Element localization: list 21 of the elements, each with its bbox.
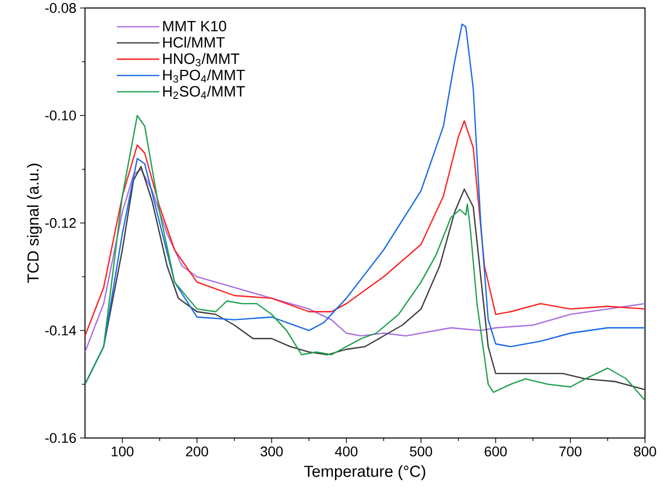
x-tick-label: 800 [634, 446, 656, 456]
legend-label: H$_{3}$PO$_{4}$/MMT [163, 69, 245, 83]
y-tick-label: -0.12 [45, 218, 76, 228]
legend-label: MMT K10 [163, 20, 226, 32]
x-tick-label: 400 [335, 446, 358, 456]
legend-label: H$_{2}$SO$_{4}$/MMT [163, 86, 245, 99]
x-tick-label: 300 [260, 446, 283, 456]
x-tick-label: 700 [559, 446, 582, 456]
y-tick-label: -0.14 [45, 326, 76, 336]
x-tick-label: 600 [484, 446, 507, 456]
x-axis-title: Temperature (°C) [304, 465, 426, 480]
y-tick-label: -0.08 [45, 3, 76, 13]
line-series [85, 120, 646, 337]
x-tick-label: 500 [410, 446, 432, 456]
x-tick-label: 200 [186, 446, 208, 456]
x-tick-label: 100 [112, 446, 134, 456]
y-tick-label: -0.10 [45, 110, 76, 120]
y-tick-label: -0.16 [45, 433, 76, 443]
legend-label: HCl/MMT [163, 36, 225, 48]
legend-label: HNO$_{3}$/MMT [163, 53, 240, 66]
y-axis-title: TCD signal (a.u.) [26, 164, 42, 283]
